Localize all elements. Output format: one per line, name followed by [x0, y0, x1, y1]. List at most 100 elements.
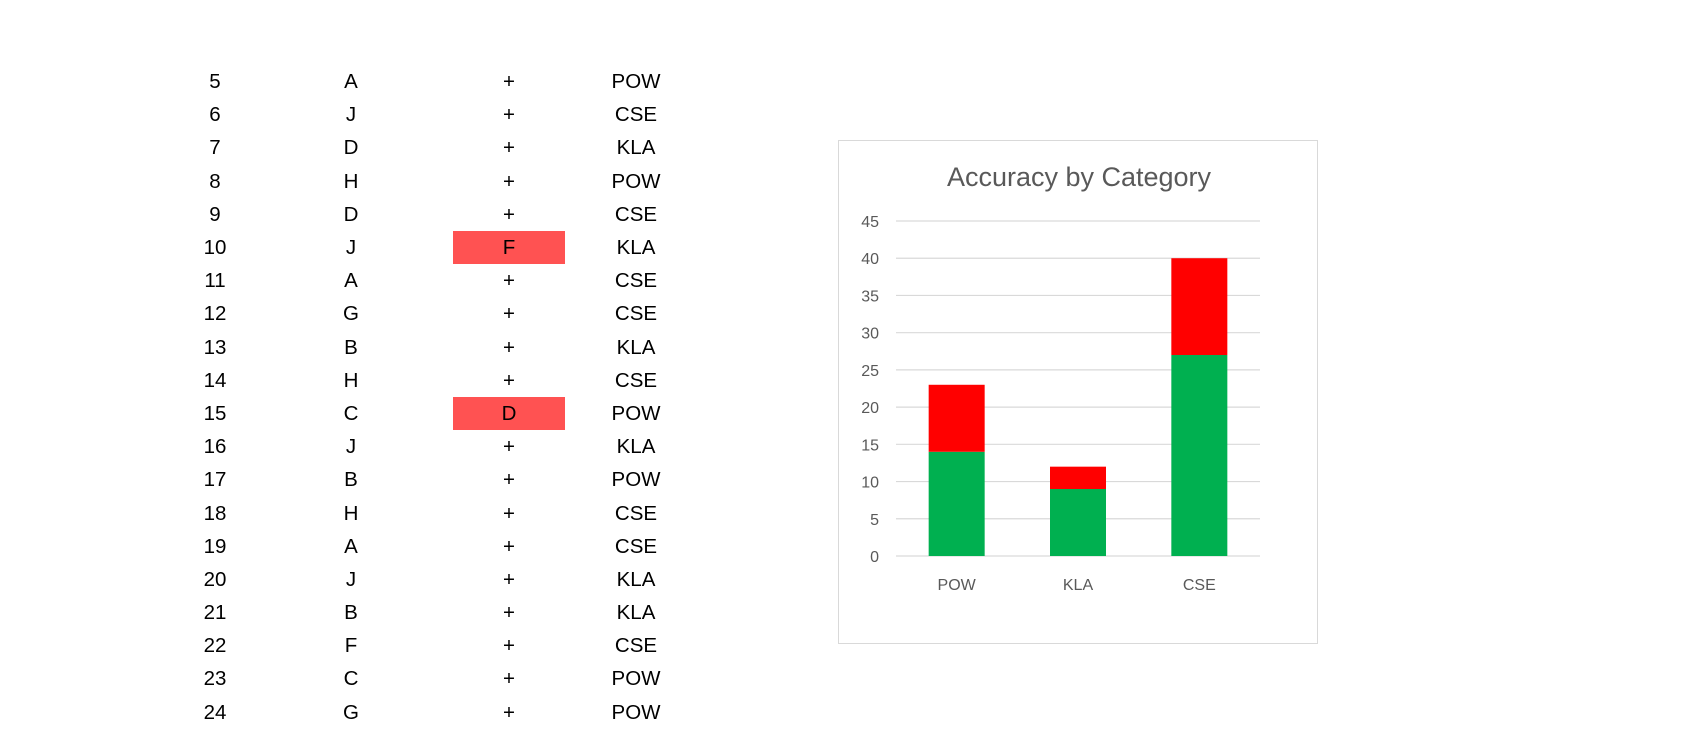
mark-cell-text: + — [503, 700, 515, 724]
letter-cell: B — [250, 331, 452, 364]
y-tick-label: 25 — [861, 363, 879, 380]
category-cell: POW — [566, 65, 706, 98]
row-number-cell-text: 5 — [209, 70, 221, 94]
row-number-cell-text: 22 — [203, 634, 227, 658]
letter-cell: D — [250, 131, 452, 164]
mark-cell-text: + — [503, 335, 515, 359]
row-number-cell: 9 — [180, 198, 250, 231]
row-number-cell-text: 19 — [203, 534, 227, 558]
category-cell-text: POW — [611, 700, 661, 724]
table-row: 16 J + KLA — [180, 430, 706, 463]
letter-cell: G — [250, 297, 452, 330]
row-number-cell: 17 — [180, 463, 250, 496]
letter-cell: J — [250, 563, 452, 596]
mark-cell-text: + — [503, 136, 515, 160]
letter-cell-text: B — [344, 601, 358, 625]
mark-cell: + — [452, 463, 566, 496]
category-cell: POW — [566, 165, 706, 198]
letter-cell: F — [250, 629, 452, 662]
table-row: 10 J F KLA — [180, 231, 706, 265]
mark-cell: + — [452, 297, 566, 330]
y-tick-label: 40 — [861, 251, 879, 268]
row-number-cell-text: 8 — [209, 169, 221, 193]
letter-cell-text: J — [345, 435, 357, 459]
row-number-cell-text: 17 — [203, 468, 227, 492]
x-tick-label: CSE — [1183, 577, 1216, 594]
bar-pow-series-1 — [928, 451, 985, 556]
category-cell-text: KLA — [616, 435, 656, 459]
y-tick-label: 10 — [861, 475, 879, 492]
mark-cell: + — [452, 198, 566, 231]
y-tick-label: 0 — [870, 549, 879, 566]
y-tick-label: 20 — [861, 400, 879, 417]
row-number-cell-text: 23 — [203, 667, 227, 691]
category-cell: CSE — [566, 198, 706, 231]
row-number-cell-text: 21 — [203, 601, 227, 625]
category-cell-text: CSE — [614, 634, 658, 658]
table-row: 18 H + CSE — [180, 496, 706, 529]
table-row: 9 D + CSE — [180, 198, 706, 231]
row-number-cell: 11 — [180, 264, 250, 297]
table-row: 5 A + POW — [180, 65, 706, 98]
mark-cell-text: + — [503, 302, 515, 326]
row-number-cell: 18 — [180, 496, 250, 529]
table-row: 12 G + CSE — [180, 297, 706, 330]
y-tick-label: 45 — [861, 214, 879, 231]
category-cell: CSE — [566, 530, 706, 563]
bar-pow-series-2 — [928, 384, 985, 452]
table-row: 19 A + CSE — [180, 530, 706, 563]
category-cell-text: CSE — [614, 269, 658, 293]
category-cell-text: CSE — [614, 202, 658, 226]
mark-cell: + — [452, 662, 566, 695]
row-number-cell-text: 24 — [203, 700, 227, 724]
letter-cell-text: H — [343, 169, 359, 193]
letter-cell-text: F — [344, 634, 358, 658]
category-cell-text: POW — [611, 667, 661, 691]
mark-cell-text: + — [503, 435, 515, 459]
category-cell-text: KLA — [616, 567, 656, 591]
category-cell-text: KLA — [616, 136, 656, 160]
mark-cell: + — [452, 331, 566, 364]
mark-cell: + — [452, 65, 566, 98]
row-number-cell-text: 6 — [209, 103, 221, 127]
mark-cell-text: + — [503, 269, 515, 293]
category-cell-text: CSE — [614, 302, 658, 326]
letter-cell-text: D — [343, 202, 359, 226]
letter-cell-text: J — [345, 236, 357, 260]
letter-cell-text: H — [343, 501, 359, 525]
table-row: 7 D + KLA — [180, 131, 706, 164]
mark-cell: + — [452, 596, 566, 629]
x-axis-ticks: POW KLA CSE — [938, 577, 1216, 594]
row-number-cell: 12 — [180, 297, 250, 330]
mark-cell-text: + — [503, 534, 515, 558]
letter-cell-text: A — [344, 70, 358, 94]
table-row: 24 G + POW — [180, 696, 706, 729]
category-cell: CSE — [566, 364, 706, 397]
y-tick-label: 35 — [861, 288, 879, 305]
category-cell-text: POW — [611, 468, 661, 492]
row-number-cell-text: 16 — [203, 435, 227, 459]
y-axis-ticks: 0 5 10 15 20 25 30 35 40 45 — [861, 214, 879, 566]
mark-cell-text: + — [503, 368, 515, 392]
row-number-cell: 13 — [180, 331, 250, 364]
letter-cell: H — [250, 496, 452, 529]
mark-cell: + — [452, 131, 566, 164]
bar-kla-series-1 — [1050, 489, 1106, 556]
row-number-cell: 8 — [180, 165, 250, 198]
accuracy-chart: Accuracy by Category 051015202530354045 … — [861, 162, 1260, 594]
category-cell-text: KLA — [616, 601, 656, 625]
letter-cell: B — [250, 463, 452, 496]
letter-cell-text: C — [343, 667, 359, 691]
bar-kla-series-2 — [1050, 466, 1106, 489]
letter-cell-text: C — [343, 401, 359, 425]
row-number-cell: 21 — [180, 596, 250, 629]
chart-title: Accuracy by Category — [947, 162, 1212, 192]
category-cell-text: POW — [611, 401, 661, 425]
row-number-cell-text: 10 — [203, 236, 227, 260]
row-number-cell: 7 — [180, 131, 250, 164]
mark-cell: + — [452, 364, 566, 397]
category-cell: POW — [566, 463, 706, 496]
row-number-cell: 24 — [180, 696, 250, 729]
row-number-cell: 19 — [180, 530, 250, 563]
table-row: 8 H + POW — [180, 165, 706, 198]
